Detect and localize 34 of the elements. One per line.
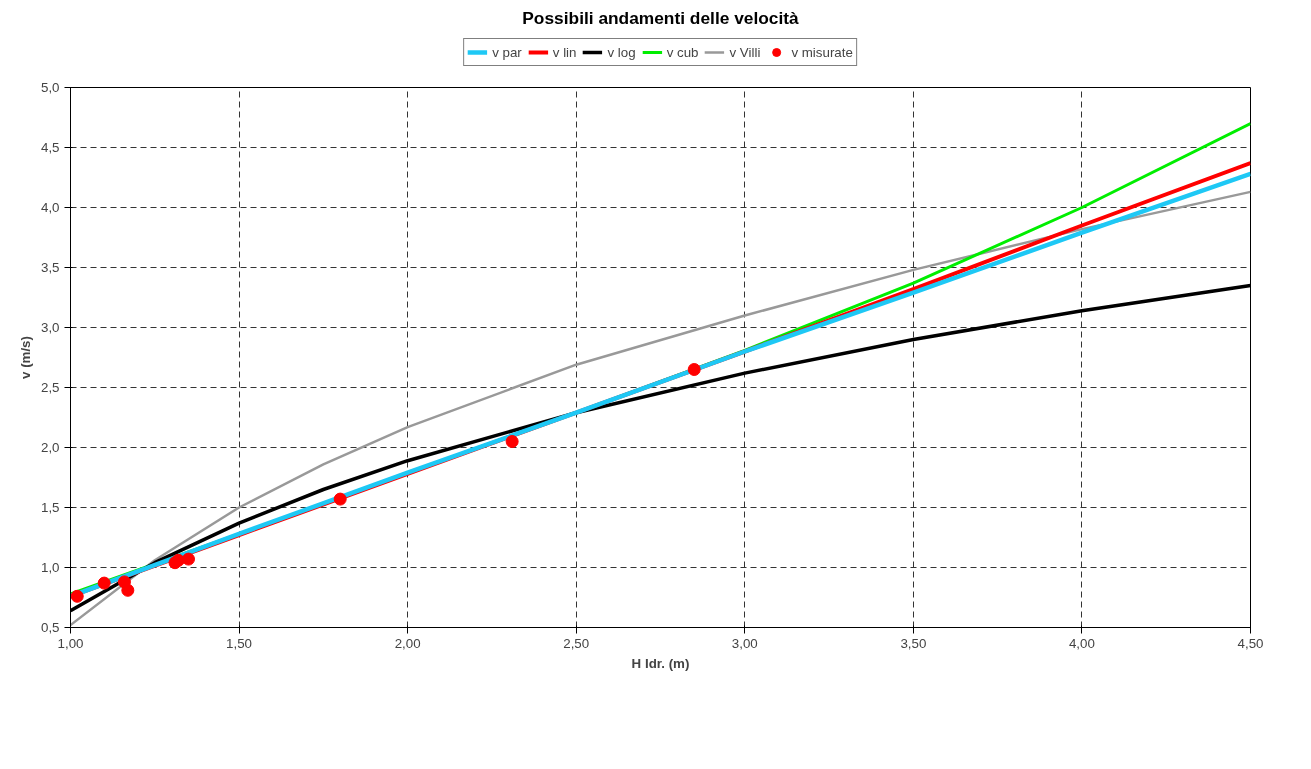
x-tick-label: 1,00: [57, 635, 84, 651]
x-tick-label: 2,50: [563, 635, 590, 651]
y-tick-label: 3,0: [40, 320, 60, 335]
x-tick-label: 4,50: [1237, 635, 1264, 651]
x-axis-title: H Idr. (m): [631, 655, 690, 671]
point: [70, 589, 84, 603]
point: [505, 435, 519, 448]
legend-label: v par: [492, 44, 522, 60]
x-tick-label: 4,00: [1068, 635, 1095, 651]
y-tick-label: 1,0: [40, 560, 60, 575]
legend-label: v misurate: [791, 44, 853, 60]
point: [333, 492, 347, 506]
x-tick-label: 3,50: [900, 635, 927, 651]
x-tick-label: 3,00: [731, 635, 758, 651]
legend-label: v cub: [666, 44, 699, 60]
point: [121, 583, 135, 597]
y-tick-label: 4,0: [40, 200, 60, 215]
y-axis-title: v (m/s): [17, 336, 33, 379]
point: [97, 576, 111, 590]
point: [687, 363, 701, 376]
legend-label: v lin: [552, 44, 577, 60]
y-tick-label: 4,5: [40, 140, 60, 155]
y-tick-label: 0,5: [40, 620, 60, 635]
y-tick-label: 2,0: [40, 440, 60, 455]
y-tick-label: 2,5: [40, 380, 60, 395]
point: [182, 552, 195, 566]
x-tick-label: 1,50: [226, 635, 253, 651]
x-tick-label: 2,00: [394, 635, 421, 651]
legend-label: v Villi: [729, 44, 761, 60]
y-tick-label: 5,0: [40, 80, 60, 95]
chart-title: Possibili andamenti delle velocità: [522, 7, 800, 28]
legend-label: v log: [607, 44, 636, 60]
y-tick-label: 3,5: [40, 260, 60, 275]
y-tick-label: 1,5: [40, 500, 60, 515]
